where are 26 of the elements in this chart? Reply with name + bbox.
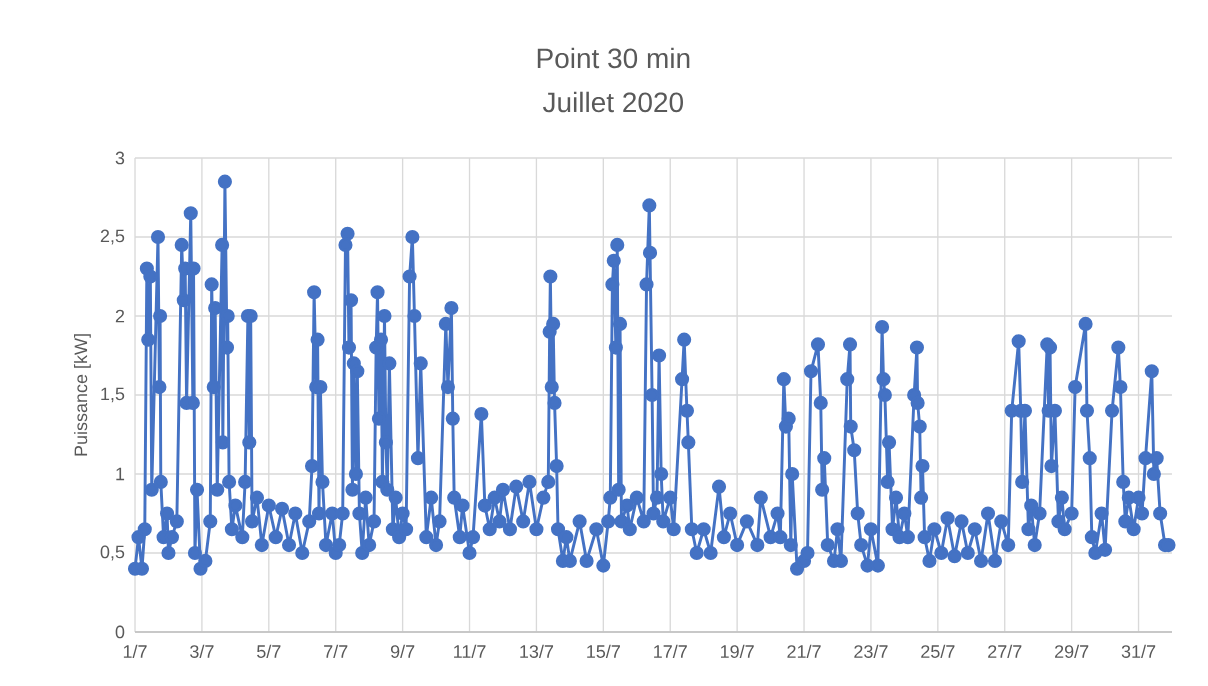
x-tick-label: 1/7 [123, 644, 147, 658]
y-axis-title: Puissance [kW] [74, 334, 91, 456]
y-tick-label: 1 [116, 467, 125, 481]
x-tick-label: 15/7 [587, 644, 620, 658]
x-tick-label: 23/7 [854, 644, 888, 658]
x-tick-label: 29/7 [1055, 644, 1089, 658]
x-tick-label: 19/7 [720, 644, 754, 658]
x-tick-label: 9/7 [390, 644, 415, 658]
y-tick-label: 2,5 [100, 229, 125, 245]
x-tick-label: 3/7 [190, 644, 214, 658]
y-tick-label: 0,5 [100, 545, 125, 561]
chart-subtitle: Juillet 2020 [542, 91, 684, 113]
x-tick-label: 25/7 [921, 644, 955, 658]
y-tick-label: 1,5 [101, 387, 125, 403]
chart-title: Point 30 min [537, 47, 690, 69]
x-tick-label: 21/7 [787, 644, 821, 658]
y-tick-label: 0 [115, 625, 125, 639]
x-tick-label: 31/7 [1121, 644, 1156, 658]
x-tick-label: 13/7 [520, 644, 554, 658]
x-tick-label: 7/7 [324, 644, 348, 658]
y-tick-label: 3 [115, 151, 125, 165]
x-tick-label: 5/7 [257, 644, 281, 658]
y-tick-label: 2 [115, 309, 125, 323]
x-tick-label: 11/7 [454, 644, 486, 658]
x-tick-label: 27/7 [988, 644, 1022, 658]
x-tick-label: 17/7 [654, 644, 687, 658]
